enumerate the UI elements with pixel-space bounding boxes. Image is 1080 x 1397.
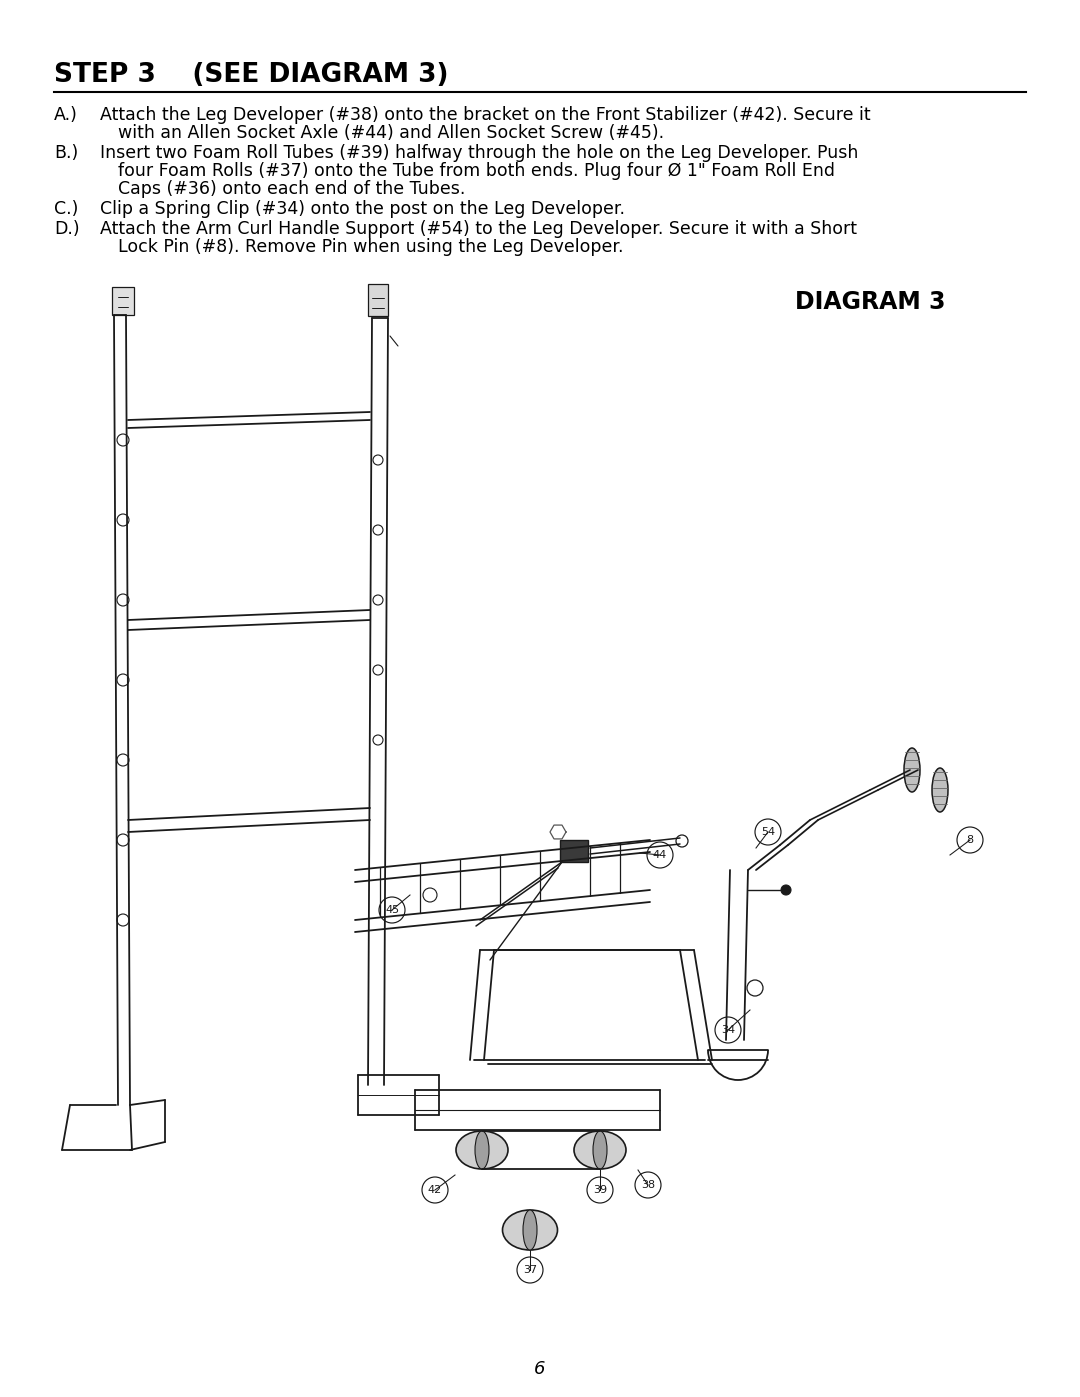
Ellipse shape — [593, 1132, 607, 1169]
Text: 39: 39 — [593, 1185, 607, 1194]
Text: DIAGRAM 3: DIAGRAM 3 — [795, 291, 945, 314]
Text: Insert two Foam Roll Tubes (#39) halfway through the hole on the Leg Developer. : Insert two Foam Roll Tubes (#39) halfway… — [100, 144, 859, 162]
Text: Caps (#36) onto each end of the Tubes.: Caps (#36) onto each end of the Tubes. — [118, 180, 465, 198]
Text: 34: 34 — [721, 1025, 735, 1035]
Text: D.): D.) — [54, 219, 80, 237]
Text: Clip a Spring Clip (#34) onto the post on the Leg Developer.: Clip a Spring Clip (#34) onto the post o… — [100, 200, 625, 218]
Ellipse shape — [502, 1210, 557, 1250]
Bar — [368, 284, 388, 316]
Ellipse shape — [573, 1132, 626, 1169]
Text: four Foam Rolls (#37) onto the Tube from both ends. Plug four Ø 1" Foam Roll End: four Foam Rolls (#37) onto the Tube from… — [118, 162, 835, 180]
Text: 37: 37 — [523, 1266, 537, 1275]
Text: STEP 3    (SEE DIAGRAM 3): STEP 3 (SEE DIAGRAM 3) — [54, 61, 448, 88]
Text: 42: 42 — [428, 1185, 442, 1194]
Text: Attach the Leg Developer (#38) onto the bracket on the Front Stabilizer (#42). S: Attach the Leg Developer (#38) onto the … — [100, 106, 870, 124]
Circle shape — [781, 886, 791, 895]
Text: 38: 38 — [640, 1180, 656, 1190]
Text: 6: 6 — [535, 1361, 545, 1377]
Text: A.): A.) — [54, 106, 78, 124]
Text: 54: 54 — [761, 827, 775, 837]
Text: Lock Pin (#8). Remove Pin when using the Leg Developer.: Lock Pin (#8). Remove Pin when using the… — [118, 237, 623, 256]
Text: C.): C.) — [54, 200, 79, 218]
Ellipse shape — [523, 1210, 537, 1250]
Ellipse shape — [475, 1132, 489, 1169]
Text: with an Allen Socket Axle (#44) and Allen Socket Screw (#45).: with an Allen Socket Axle (#44) and Alle… — [118, 124, 664, 142]
Ellipse shape — [904, 747, 920, 792]
Ellipse shape — [456, 1132, 508, 1169]
Bar — [112, 286, 134, 314]
Bar — [561, 840, 588, 862]
Text: 8: 8 — [967, 835, 973, 845]
Text: 44: 44 — [653, 849, 667, 861]
Text: B.): B.) — [54, 144, 78, 162]
Text: Attach the Arm Curl Handle Support (#54) to the Leg Developer. Secure it with a : Attach the Arm Curl Handle Support (#54)… — [100, 219, 858, 237]
Ellipse shape — [932, 768, 948, 812]
Text: 45: 45 — [384, 905, 400, 915]
